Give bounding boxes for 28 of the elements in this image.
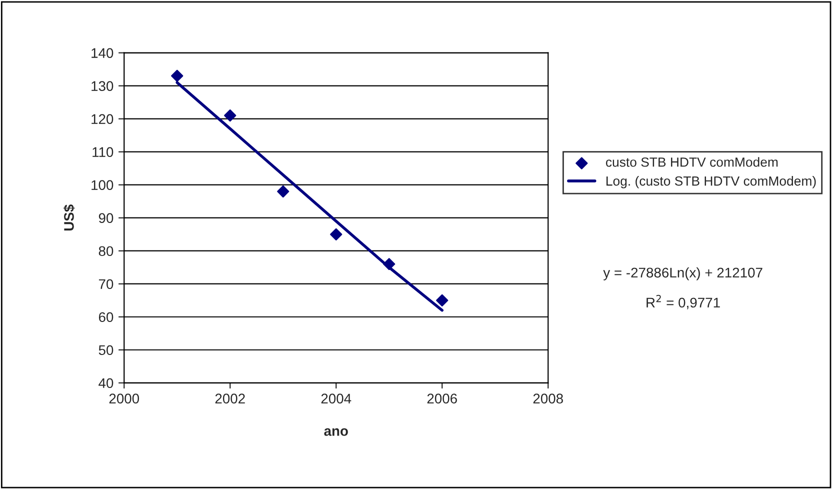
y-tick-label: 140 (92, 48, 114, 58)
text: y = -27886Ln(x) + 212107 (603, 267, 762, 280)
y-axis-title: US$ (63, 204, 75, 231)
x-tick-label: 2002 (215, 394, 245, 404)
y-tick-label: 50 (98, 345, 114, 356)
point (224, 109, 236, 122)
y-tick-label: 100 (92, 180, 114, 190)
x-tick-label: 2004 (321, 394, 352, 404)
y-tick-label: 110 (92, 147, 114, 158)
x-tick-label: 2008 (533, 394, 563, 404)
y-tick-label: 40 (98, 378, 114, 388)
x-tick-label: 2006 (427, 394, 457, 404)
y-tick-label: 90 (98, 213, 114, 224)
point (383, 258, 396, 270)
point (277, 185, 290, 198)
x-tick-label: 2000 (109, 394, 140, 404)
legend-label: custo STB HDTV comModem (606, 157, 778, 167)
y-tick-label: 120 (92, 114, 114, 124)
y-tick-label: 70 (98, 279, 114, 290)
y-tick-label: 80 (98, 246, 114, 256)
point (330, 228, 342, 240)
point (171, 70, 184, 82)
y-tick-label: 130 (92, 81, 114, 91)
point (436, 294, 448, 306)
legend-label: Log. (custo STB HDTV comModem) (606, 176, 816, 188)
x-axis-title: ano (324, 428, 348, 436)
y-tick-label: 60 (98, 312, 114, 322)
text: R$^{2}$ = 0,9771 (646, 294, 720, 310)
